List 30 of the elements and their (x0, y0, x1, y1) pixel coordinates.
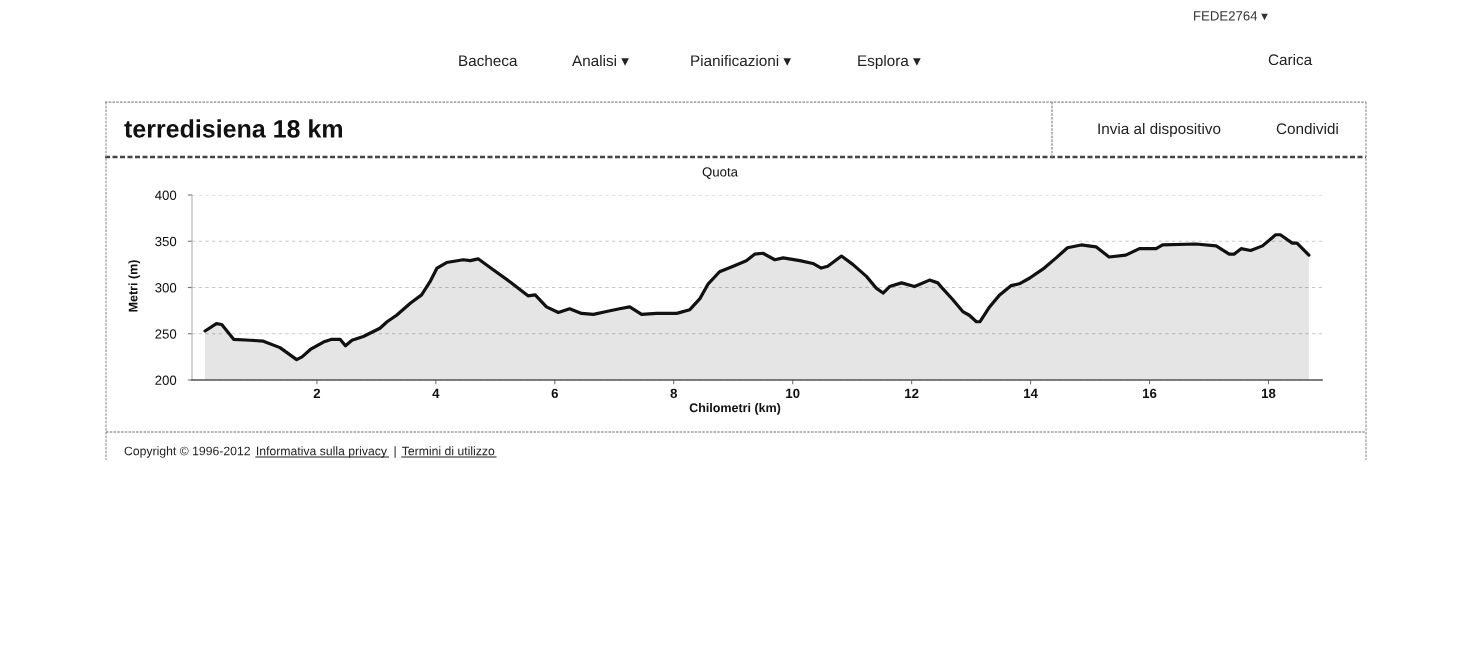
y-axis-title: Metri (m) (128, 260, 140, 312)
chart-title: terredisiena 18 km (124, 119, 343, 138)
text: Analisi ▾ (572, 54, 629, 67)
y-tick-label: 300 (155, 283, 177, 293)
x-tick-label: 8 (670, 388, 677, 399)
text: | (394, 446, 396, 458)
text: Informativa sulla privacy (257, 446, 387, 458)
text: Copyright © 1996-2012 (124, 446, 250, 458)
text: Esplora ▾ (858, 54, 921, 70)
text: Condividi (1276, 122, 1338, 135)
text: Pianificazioni ▾ (691, 54, 792, 67)
text: Carica (1268, 53, 1313, 66)
x-axis-title: Chilometri (km) (689, 403, 781, 415)
x-tick-label: 14 (1024, 388, 1038, 398)
y-tick-label: 200 (155, 375, 177, 385)
y-tick-label: 400 (155, 190, 177, 200)
text: Termini di utilizzo (402, 446, 495, 456)
x-tick-label: 2 (313, 388, 321, 398)
text: Bacheca (459, 54, 518, 67)
text: FEDE2764 ▾ (1194, 11, 1268, 21)
x-tick-label: 6 (551, 388, 558, 399)
y-tick-label: 350 (155, 236, 177, 247)
chart-subtitle: Quota (702, 167, 738, 179)
x-tick-label: 12 (905, 388, 919, 398)
text: Invia al dispositivo (1098, 122, 1221, 138)
x-tick-label: 16 (1143, 388, 1157, 399)
x-tick-label: 10 (786, 388, 800, 399)
x-tick-label: 4 (432, 388, 440, 398)
y-tick-label: 250 (155, 329, 177, 339)
x-tick-label: 18 (1261, 388, 1276, 399)
